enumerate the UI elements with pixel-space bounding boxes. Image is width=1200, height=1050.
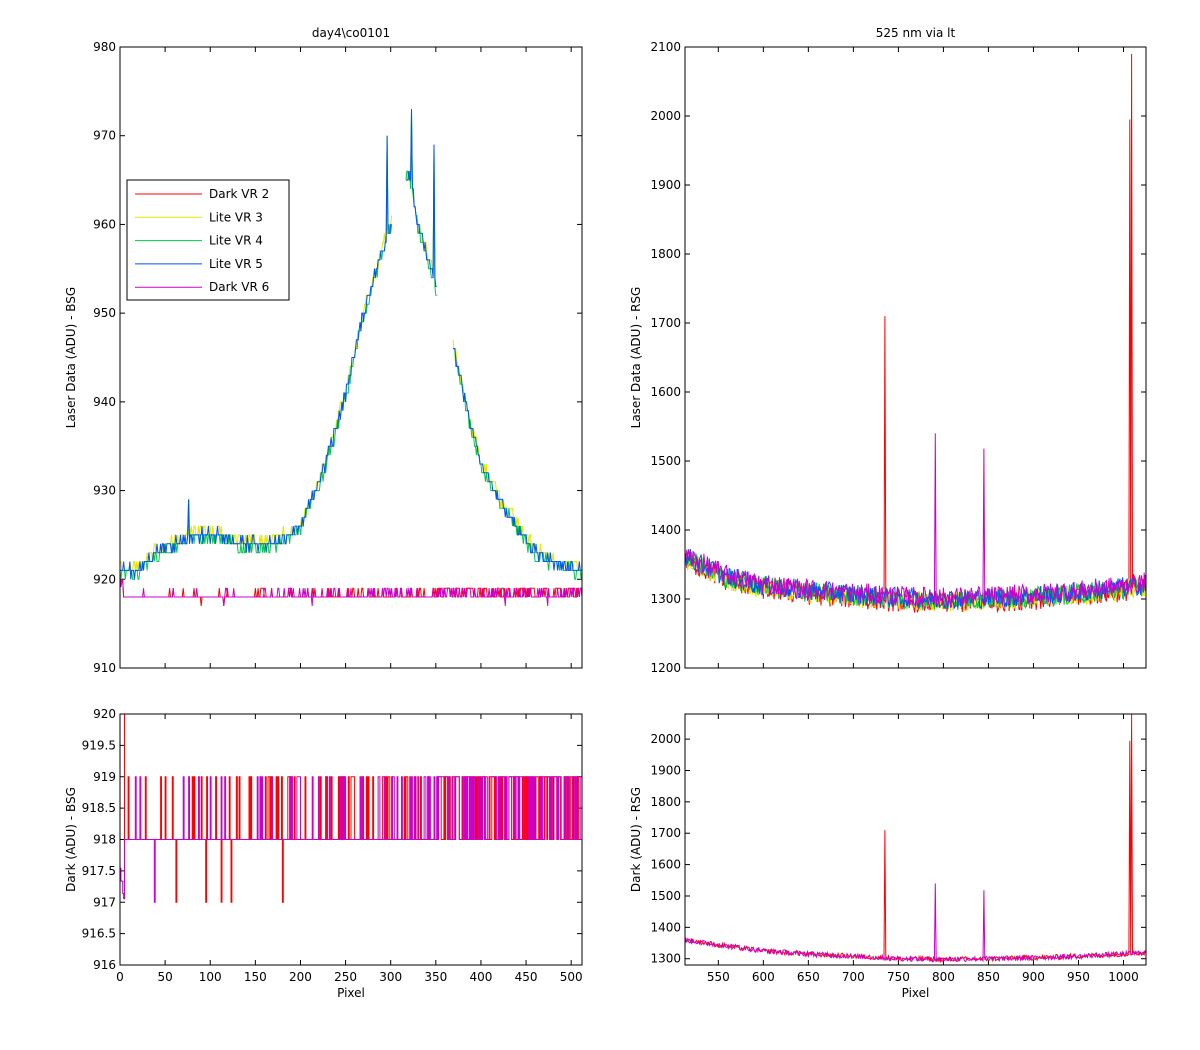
y-tick-label: 1700 (650, 316, 681, 330)
panel-2: 1200 1300 1400 1500 1600 1700 1800 1900 2000 2100… (629, 26, 1147, 675)
series-dark_vr6 (685, 433, 1146, 609)
x-tick-label: 900 (1022, 970, 1045, 984)
x-tick-label: 450 (515, 970, 538, 984)
y-tick-label: 1800 (650, 795, 681, 809)
x-tick-label: 300 (379, 970, 402, 984)
y-tick-label: 2000 (650, 732, 681, 746)
legend-label: Lite VR 3 (209, 210, 263, 224)
y-tick-label: 950 (93, 306, 116, 320)
y-tick-label: 2000 (650, 109, 681, 123)
y-tick-label: 910 (93, 661, 116, 675)
axes-frame (684, 46, 1147, 669)
y-tick-label: 918.5 (82, 801, 116, 815)
x-tick-label: 1000 (1108, 970, 1139, 984)
series-dark_vr6 (685, 883, 1146, 963)
y-tick-label: 980 (93, 40, 116, 54)
x-tick-label: 200 (289, 970, 312, 984)
x-tick-label: 350 (424, 970, 447, 984)
x-tick-label: 750 (887, 970, 910, 984)
x-tick-label: 50 (157, 970, 172, 984)
y-tick-label: 918 (93, 833, 116, 847)
y-tick-label: 940 (93, 395, 116, 409)
x-tick-label: 400 (469, 970, 492, 984)
y-axis-label: Laser Data (ADU) - RSG (629, 287, 643, 429)
y-tick-label: 1400 (650, 523, 681, 537)
y-tick-label: 916.5 (82, 927, 116, 941)
panel-4: 1300 1400 1500 1600 1700 1800 1900 2000 550 600 65… (629, 713, 1147, 1000)
series-dark_vr6 (120, 776, 582, 903)
y-tick-label: 1400 (650, 920, 681, 934)
panel-3: 916 916.5 917 917.5 918 918.5 919 919.5 920 0 50 10… (64, 707, 583, 1000)
y-tick-label: 1900 (650, 178, 681, 192)
x-tick-label: 150 (244, 970, 267, 984)
y-tick-label: 970 (93, 129, 116, 143)
panel-1: 910 920 930 940 950 960 970 980 day4\co0101 Laser… (64, 26, 583, 675)
series-lite_vr5 (120, 109, 582, 580)
y-tick-label: 960 (93, 217, 116, 231)
x-tick-label: 600 (752, 970, 775, 984)
x-axis-label: Pixel (337, 986, 365, 1000)
y-tick-label: 1500 (650, 889, 681, 903)
x-tick-label: 100 (199, 970, 222, 984)
y-tick-label: 1600 (650, 858, 681, 872)
y-tick-label: 1700 (650, 826, 681, 840)
y-tick-label: 916 (93, 958, 116, 972)
y-tick-label: 919 (93, 770, 116, 784)
legend: Dark VR 2 Lite VR 3 Lite VR 4 Lite VR 5 Dark… (126, 179, 290, 301)
y-tick-label: 1300 (650, 592, 681, 606)
chart-title: 525 nm via lt (876, 26, 956, 40)
axes-frame (119, 713, 583, 966)
x-axis-label: Pixel (902, 986, 930, 1000)
y-tick-label: 1900 (650, 763, 681, 777)
y-tick-label: 1800 (650, 247, 681, 261)
axes-frame (684, 713, 1147, 966)
legend-label: Dark VR 2 (209, 187, 269, 201)
y-tick-label: 917 (93, 895, 116, 909)
series-dark_vr6 (120, 578, 582, 606)
y-tick-label: 1200 (650, 661, 681, 675)
axes-frame (119, 46, 583, 669)
legend-label: Dark VR 6 (209, 280, 269, 294)
y-tick-label: 917.5 (82, 864, 116, 878)
x-tick-label: 550 (707, 970, 730, 984)
y-tick-label: 920 (93, 707, 116, 721)
x-tick-label: 800 (932, 970, 955, 984)
y-axis-label: Dark (ADU) - RSG (629, 787, 643, 892)
series-dark_vr2 (120, 579, 582, 606)
y-tick-label: 920 (93, 572, 116, 586)
y-axis-label: Dark (ADU) - BSG (64, 787, 78, 892)
y-tick-label: 1500 (650, 454, 681, 468)
y-axis-label: Laser Data (ADU) - BSG (64, 287, 78, 428)
y-tick-label: 919.5 (82, 738, 116, 752)
plot-area (120, 47, 582, 668)
x-tick-label: 500 (560, 970, 583, 984)
x-tick-label: 250 (334, 970, 357, 984)
chart-title: day4\co0101 (312, 26, 390, 40)
legend-label: Lite VR 4 (209, 234, 263, 248)
y-tick-label: 930 (93, 484, 116, 498)
x-tick-label: 650 (797, 970, 820, 984)
plot-area (685, 47, 1146, 668)
legend-label: Lite VR 5 (209, 257, 263, 271)
y-tick-label: 1300 (650, 952, 681, 966)
legend-box (126, 179, 290, 301)
x-tick-label: 950 (1067, 970, 1090, 984)
x-tick-label: 0 (116, 970, 124, 984)
y-tick-label: 2100 (650, 40, 681, 54)
y-tick-label: 1600 (650, 385, 681, 399)
x-tick-label: 850 (977, 970, 1000, 984)
plot-area (685, 714, 1146, 965)
x-tick-label: 700 (842, 970, 865, 984)
